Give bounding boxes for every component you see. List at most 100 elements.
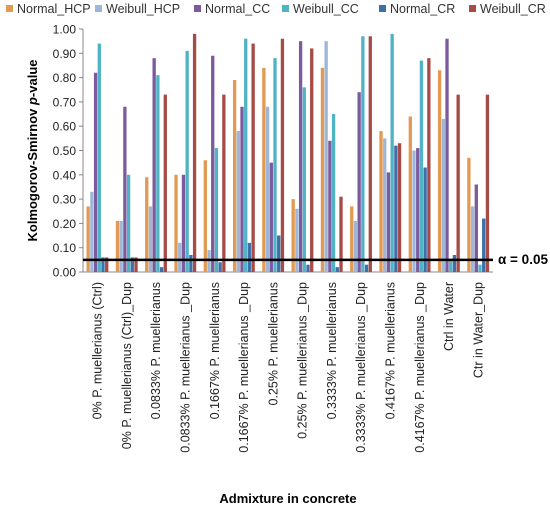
bar-weibull-hcp (353, 220, 358, 272)
bar-weibull-cc (449, 259, 453, 272)
bar-weibull-cr (339, 196, 343, 272)
bar-normal-cc (474, 184, 478, 272)
bar-normal-hcp (203, 160, 207, 272)
y-tick-label: 0.30 (53, 193, 77, 207)
bar-normal-cc (240, 106, 244, 272)
legend-label-normal-cc: Normal_CC (205, 2, 270, 16)
legend-label-normal-cr: Normal_CR (390, 2, 455, 16)
y-tick-label: 0.20 (53, 217, 77, 231)
x-tick-label: 0.3333% P. muellerianus (325, 282, 339, 419)
bar-normal-cc (298, 41, 303, 273)
y-axis-label-italic: p (25, 97, 40, 106)
bar-weibull-cr (456, 94, 460, 272)
x-axis-label: Admixture in concrete (219, 491, 356, 506)
bar-normal-cr (218, 262, 222, 272)
bar-normal-hcp (232, 80, 237, 272)
x-tick-label: 0.25% P. muellerianus (266, 282, 280, 405)
legend-label-weibull-cr: Weibull_CR (480, 2, 546, 16)
axes: 0.00 0.10 0.20 0.30 0.40 0.50 0.60 0.70 0.80 0.90… (53, 23, 493, 280)
x-tick-label: 0% P. muellerianus (Ctrl) (91, 282, 105, 419)
bar-normal-hcp (145, 177, 149, 272)
bar-weibull-cr (427, 58, 431, 272)
bar-normal-cr (101, 257, 105, 272)
y-tick-label: 0.80 (53, 71, 77, 85)
bar-normal-cr (423, 167, 427, 272)
y-axis-label-prefix: Kolmogorov-Smirnov (25, 105, 40, 242)
bar-normal-cc (93, 72, 98, 273)
bar-weibull-cc (390, 33, 394, 272)
bar-weibull-hcp (441, 118, 445, 272)
bar-normal-hcp (115, 220, 120, 272)
x-tick-label: 0.0833% P. muellerianus _Dup (179, 282, 193, 453)
bar-normal-hcp (291, 199, 295, 272)
x-tick-label: 0.4167% P. muellerianus _Dup (413, 282, 427, 453)
bar-weibull-hcp (178, 242, 182, 272)
bar-normal-cr (247, 242, 252, 272)
bar-normal-hcp (350, 206, 354, 272)
legend-swatch-normal-cc (194, 5, 201, 12)
bar-weibull-hcp (236, 131, 240, 272)
reference-line-label: α = 0.05 (498, 252, 548, 267)
bar-weibull-cr (222, 94, 226, 272)
reference-line-group: α = 0.05 (83, 252, 548, 267)
bar-normal-hcp (379, 131, 383, 272)
bar-weibull-hcp (324, 41, 328, 273)
bar-normal-cc (211, 55, 215, 273)
y-tick-label: 0.00 (53, 266, 77, 280)
bar-weibull-cc (302, 87, 306, 272)
bar-normal-cc (445, 38, 449, 272)
bar-normal-cc (328, 140, 332, 272)
bar-weibull-cc (97, 43, 101, 272)
bar-weibull-hcp (412, 150, 416, 272)
bar-weibull-hcp (383, 138, 387, 272)
bar-weibull-cc (478, 264, 482, 272)
bar-weibull-cr (192, 33, 197, 272)
bar-weibull-cr (251, 43, 255, 272)
bar-normal-cr (364, 264, 369, 272)
bar-weibull-cr (485, 94, 490, 272)
bar-normal-hcp (86, 206, 90, 272)
bar-normal-cr (189, 254, 193, 272)
bar-normal-cc (386, 172, 391, 272)
bar-weibull-cc (273, 58, 277, 272)
legend-label-normal-hcp: Normal_HCP (17, 2, 91, 16)
bar-weibull-cr (134, 257, 138, 272)
bar-weibull-cr (163, 94, 167, 272)
bar-weibull-cc (214, 148, 219, 272)
x-tick-labels: 0% P. muellerianus (Ctrl) 0% P. muelleria… (91, 282, 486, 453)
y-tick-label: 0.90 (53, 47, 77, 61)
bar-weibull-cr (310, 48, 314, 272)
bar-normal-cc (123, 106, 127, 272)
x-tick-label: Ctrl in Water (442, 282, 456, 351)
bar-normal-cr (159, 267, 164, 272)
bar-normal-cc (416, 148, 420, 272)
legend-label-weibull-hcp: Weibull_HCP (106, 2, 180, 16)
bar-normal-hcp (437, 70, 442, 272)
bar-normal-hcp (174, 174, 178, 272)
bar-normal-cc (357, 92, 361, 273)
y-axis-label: Kolmogorov-Smirnov p-value (25, 59, 40, 241)
bar-weibull-hcp (295, 208, 299, 272)
bar-normal-hcp (408, 116, 412, 272)
bar-normal-hcp (262, 67, 266, 272)
bar-weibull-hcp (148, 206, 153, 272)
x-tick-label: Ctr in Water_Dup (471, 282, 485, 378)
bar-normal-hcp (320, 67, 325, 272)
bar-normal-cr (452, 254, 457, 272)
bar-normal-cc (181, 174, 186, 272)
legend-label-weibull-cc: Weibull_CC (293, 2, 359, 16)
bar-weibull-cc (156, 75, 160, 272)
x-tick-label: 0.1667% P. muellerianus (208, 282, 222, 419)
legend: Normal_HCP Weibull_HCP Normal_CC Weibull_CC… (6, 2, 546, 16)
bar-normal-cr (130, 257, 134, 272)
bar-normal-cc (269, 162, 273, 272)
bars (86, 33, 490, 273)
bar-normal-cr (335, 267, 339, 272)
bar-weibull-cc (185, 50, 189, 273)
bar-weibull-cc (361, 36, 365, 272)
bar-weibull-cr (397, 143, 402, 272)
bar-normal-cc (152, 58, 156, 272)
bar-weibull-hcp (90, 191, 94, 272)
